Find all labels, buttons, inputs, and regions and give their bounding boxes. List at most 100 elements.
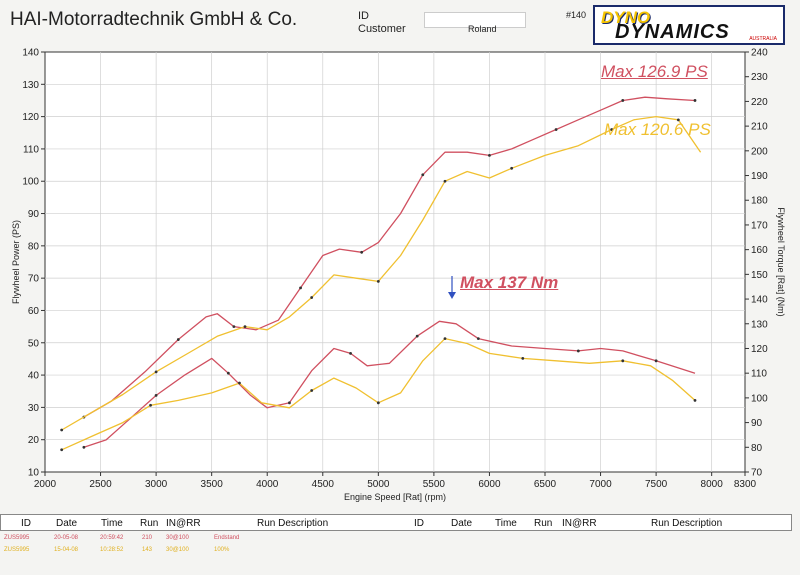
x-tick-label: 8300 — [734, 479, 757, 490]
x-tick-label: 5000 — [367, 479, 390, 490]
dyno-dynamics-logo: DYNO DYNAMICS AUSTRALIA — [593, 5, 785, 45]
data-point — [693, 99, 697, 102]
max-power-run2-text: Max 120.6 PS — [604, 120, 711, 139]
data-point — [443, 179, 447, 183]
data-point — [154, 394, 158, 397]
data-point — [238, 381, 241, 385]
x-tick-label: 7500 — [645, 479, 668, 490]
y2-tick-label: 180 — [751, 196, 768, 207]
y-axis-label: Flywheel Power (PS) — [11, 220, 21, 304]
run-number: #140 — [566, 10, 587, 20]
col-run: Run — [140, 518, 159, 529]
data-point — [310, 389, 314, 392]
y2-tick-label: 220 — [751, 97, 768, 108]
col-id-2: ID — [414, 518, 424, 529]
y-tick-label: 50 — [28, 338, 40, 349]
max-torque-annotation: Max 137 Nm — [460, 273, 558, 293]
y2-tick-label: 80 — [751, 443, 763, 454]
data-point — [154, 370, 158, 374]
y-tick-label: 30 — [28, 403, 40, 414]
col-run-description-2: Run Description — [651, 518, 723, 529]
data-point — [510, 166, 514, 170]
y2-tick-label: 150 — [751, 270, 768, 281]
col-run-description: Run Description — [257, 518, 329, 529]
data-point — [349, 352, 352, 355]
y2-tick-label: 110 — [751, 369, 767, 380]
y-tick-label: 40 — [28, 371, 40, 382]
y-tick-label: 110 — [23, 144, 39, 155]
data-point — [376, 279, 380, 283]
x-tick-label: 3500 — [201, 479, 224, 490]
data-point — [421, 173, 425, 177]
data-point — [299, 286, 302, 290]
y2-tick-label: 200 — [751, 146, 768, 157]
run-table: ID Date Time Run IN@RR Run Description I… — [0, 514, 800, 575]
x-tick-label: 6000 — [478, 479, 501, 490]
col-id: ID — [21, 518, 31, 529]
data-point — [488, 153, 491, 157]
series-line-0 — [83, 96, 696, 418]
logo-bottom-text: DYNAMICS — [615, 21, 730, 43]
data-point — [60, 448, 64, 452]
logo-sub-text: AUSTRALIA — [749, 36, 777, 42]
row1-date: 20-05-08 — [54, 535, 79, 541]
x-axis-label: Engine Speed [Rat] (rpm) — [344, 492, 446, 502]
id-customer-labels: ID Customer — [358, 10, 406, 36]
y-tick-label: 120 — [22, 112, 39, 123]
data-point — [476, 337, 480, 340]
col-inrr-2: IN@RR — [562, 518, 597, 529]
col-date-2: Date — [451, 518, 473, 529]
y2-tick-label: 90 — [751, 418, 763, 429]
y-tick-label: 90 — [28, 209, 40, 220]
x-tick-label: 6500 — [534, 479, 557, 490]
customer-label: Customer — [358, 23, 406, 35]
col-date: Date — [56, 518, 78, 529]
customer-name: Roland — [468, 24, 497, 34]
data-point — [521, 356, 525, 360]
row2-inrr: 30@100 — [166, 547, 189, 553]
data-point — [610, 128, 614, 131]
data-point — [288, 401, 291, 405]
max-power-annotation-run1: Max 126.9 PS — [601, 62, 708, 82]
data-point — [226, 371, 230, 375]
data-point — [360, 250, 364, 254]
y2-tick-label: 230 — [751, 72, 768, 83]
max-torque-text: Max 137 Nm — [460, 273, 559, 292]
company-name: HAI-Motorradtechnik GmbH & Co. — [10, 9, 298, 30]
row2-run: 143 — [142, 547, 153, 553]
y-tick-label: 10 — [28, 468, 40, 479]
row2-desc: 100% — [214, 547, 230, 553]
series-line-1 — [61, 115, 702, 431]
y2-axis-label: Flywheel Torque [Rat] (Nm) — [776, 207, 786, 316]
x-tick-label: 2000 — [34, 479, 57, 490]
data-point — [415, 334, 419, 338]
y2-tick-label: 120 — [751, 344, 768, 355]
data-point — [176, 338, 180, 341]
max-power-annotation-run2: Max 120.6 PS — [604, 120, 711, 140]
data-point — [576, 349, 580, 353]
logo-top-text: DYNO — [601, 8, 651, 27]
row2-id: ZUS5995 — [4, 547, 30, 553]
y2-tick-label: 100 — [751, 393, 768, 404]
id-label: ID — [358, 10, 369, 22]
x-tick-label: 8000 — [701, 479, 724, 490]
row1-desc: Endstand — [214, 535, 240, 541]
data-point — [693, 398, 697, 402]
customer-redaction-box — [424, 12, 526, 28]
y2-tick-label: 170 — [751, 220, 768, 231]
row2-date: 15-04-08 — [54, 547, 79, 553]
y2-tick-label: 140 — [751, 295, 768, 306]
y2-tick-label: 130 — [751, 319, 768, 330]
x-tick-label: 4000 — [256, 479, 279, 490]
x-tick-label: 7000 — [589, 479, 612, 490]
dyno-chart: 2000 2500 3000 3500 4000 4500 5000 5500 6000 6500… — [11, 48, 786, 503]
y-tick-label: 100 — [22, 177, 39, 188]
y-tick-label: 60 — [28, 306, 40, 317]
data-point — [654, 359, 658, 363]
x-tick-label: 3000 — [145, 479, 168, 490]
x-tick-label: 2500 — [89, 479, 112, 490]
col-time-2: Time — [495, 518, 517, 529]
row1-id: ZUS5995 — [4, 535, 30, 541]
y-tick-label: 140 — [22, 48, 39, 59]
data-point — [554, 128, 558, 131]
